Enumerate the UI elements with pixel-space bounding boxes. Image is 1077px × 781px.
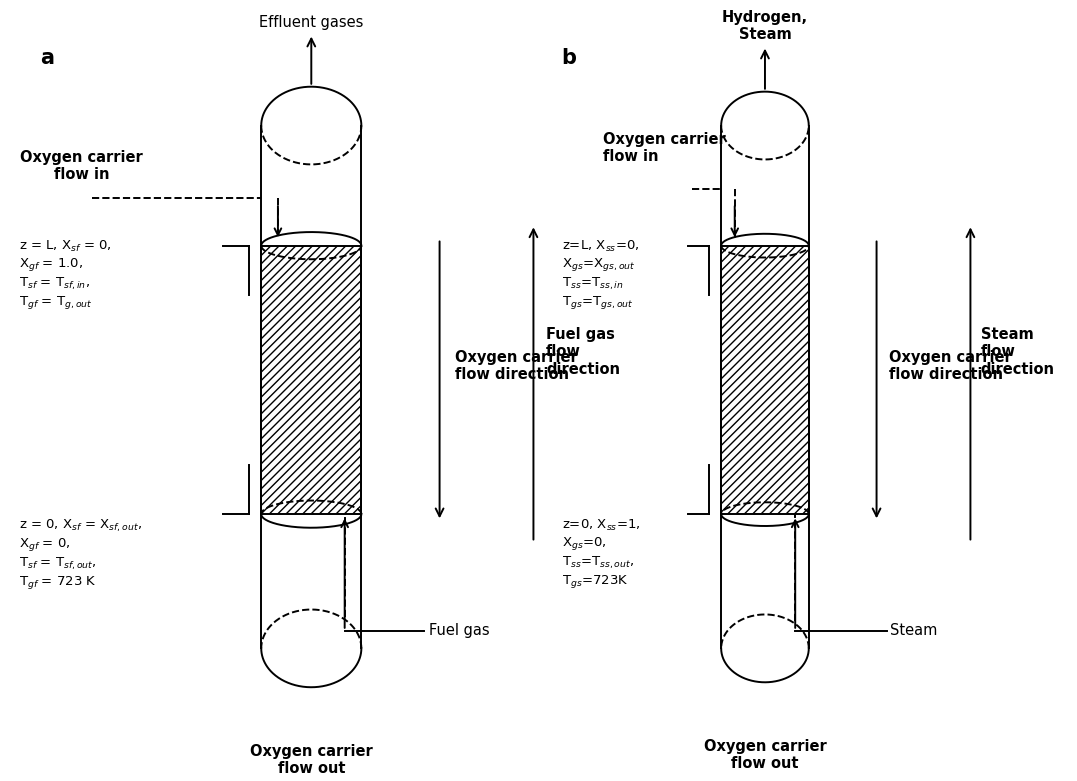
Text: Oxygen carrier
flow in: Oxygen carrier flow in <box>20 150 143 182</box>
Text: z = 0, X$_{sf}$ = X$_{sf,out}$,
X$_{gf}$ = 0,
T$_{sf}$ = T$_{sf,out}$,
T$_{gf}$ : z = 0, X$_{sf}$ = X$_{sf,out}$, X$_{gf}$… <box>19 518 142 591</box>
Text: Oxygen carrier
flow direction: Oxygen carrier flow direction <box>890 350 1011 382</box>
Text: Effluent gases: Effluent gases <box>260 15 363 30</box>
Text: Hydrogen,
Steam: Hydrogen, Steam <box>722 10 808 42</box>
Text: Oxygen carrier
flow direction: Oxygen carrier flow direction <box>456 350 578 382</box>
Text: Fuel gas: Fuel gas <box>429 623 490 638</box>
Text: Oxygen carrier
flow out: Oxygen carrier flow out <box>703 739 826 771</box>
Text: z = L, X$_{sf}$ = 0,
X$_{gf}$ = 1.0,
T$_{sf}$ = T$_{sf, in}$,
T$_{gf}$ = T$_{g,o: z = L, X$_{sf}$ = 0, X$_{gf}$ = 1.0, T$_… <box>19 239 112 311</box>
Text: Steam: Steam <box>890 623 937 638</box>
Bar <box>262 246 362 514</box>
Text: a: a <box>40 48 54 68</box>
Text: Oxygen carrier
flow in: Oxygen carrier flow in <box>603 132 726 165</box>
Text: Oxygen carrier
flow out: Oxygen carrier flow out <box>250 744 373 776</box>
Text: Steam
flow
direction: Steam flow direction <box>981 326 1054 376</box>
Bar <box>722 246 809 514</box>
Text: Fuel gas
flow
direction: Fuel gas flow direction <box>546 326 620 376</box>
Text: z=0, X$_{ss}$=1,
X$_{gs}$=0,
T$_{ss}$=T$_{ss,out}$,
T$_{gs}$=723K: z=0, X$_{ss}$=1, X$_{gs}$=0, T$_{ss}$=T$… <box>561 518 640 590</box>
Text: z=L, X$_{ss}$=0,
X$_{gs}$=X$_{gs,out}$
T$_{ss}$=T$_{ss,in}$
T$_{gs}$=T$_{gs,out}: z=L, X$_{ss}$=0, X$_{gs}$=X$_{gs,out}$ T… <box>561 239 639 311</box>
Text: b: b <box>561 48 576 68</box>
